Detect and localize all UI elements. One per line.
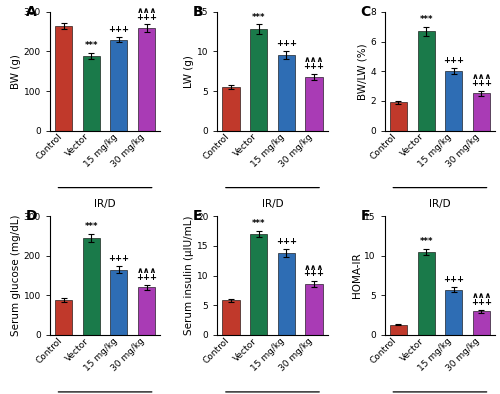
Text: +++: +++ xyxy=(108,25,130,34)
Text: ∧∧∧: ∧∧∧ xyxy=(472,72,492,81)
Text: ∧∧∧: ∧∧∧ xyxy=(136,266,156,275)
Bar xyxy=(306,284,322,335)
Bar xyxy=(278,56,295,130)
Text: F: F xyxy=(360,209,370,223)
Text: +++: +++ xyxy=(304,269,324,279)
Text: +++: +++ xyxy=(136,13,157,22)
Text: ∧∧∧: ∧∧∧ xyxy=(136,6,156,15)
Text: ∧∧∧: ∧∧∧ xyxy=(304,263,324,272)
Text: B: B xyxy=(193,5,204,19)
Bar xyxy=(222,301,240,335)
Bar xyxy=(138,287,155,335)
Text: +++: +++ xyxy=(444,275,464,284)
Bar xyxy=(473,93,490,130)
Y-axis label: LW (g): LW (g) xyxy=(184,55,194,87)
Bar xyxy=(110,269,128,335)
Bar xyxy=(390,102,407,130)
Text: IR/D: IR/D xyxy=(262,199,283,210)
Text: ***: *** xyxy=(420,237,433,245)
Bar xyxy=(55,300,72,335)
Text: ***: *** xyxy=(84,41,98,50)
Text: E: E xyxy=(193,209,202,223)
Text: ***: *** xyxy=(420,15,433,24)
Text: ***: *** xyxy=(84,222,98,231)
Text: +++: +++ xyxy=(471,78,492,87)
Bar xyxy=(55,26,72,130)
Text: C: C xyxy=(360,5,371,19)
Bar xyxy=(473,311,490,335)
Text: +++: +++ xyxy=(136,273,157,282)
Text: ***: *** xyxy=(252,219,266,228)
Y-axis label: HOMA-IR: HOMA-IR xyxy=(352,253,362,298)
Text: +++: +++ xyxy=(108,255,130,264)
Bar xyxy=(138,28,155,130)
Text: +++: +++ xyxy=(471,297,492,307)
Text: A: A xyxy=(26,5,36,19)
Y-axis label: BW/LW (%): BW/LW (%) xyxy=(358,43,368,100)
Bar xyxy=(445,290,462,335)
Bar xyxy=(222,87,240,130)
Bar xyxy=(82,56,100,130)
Bar xyxy=(250,29,267,130)
Bar xyxy=(306,77,322,130)
Bar xyxy=(418,31,434,130)
Bar xyxy=(418,252,434,335)
Text: +++: +++ xyxy=(276,39,297,48)
Y-axis label: BW (g): BW (g) xyxy=(11,54,21,89)
Text: ***: *** xyxy=(252,13,266,22)
Bar xyxy=(278,253,295,335)
Text: IR/D: IR/D xyxy=(94,199,116,210)
Bar xyxy=(445,71,462,130)
Text: ∧∧∧: ∧∧∧ xyxy=(472,291,492,300)
Bar xyxy=(110,39,128,130)
Text: IR/D: IR/D xyxy=(429,199,450,210)
Text: +++: +++ xyxy=(444,56,464,65)
Y-axis label: Serum insulin (μIU/mL): Serum insulin (μIU/mL) xyxy=(184,216,194,335)
Text: +++: +++ xyxy=(304,61,324,71)
Text: D: D xyxy=(26,209,38,223)
Y-axis label: Serum glucose (mg/dL): Serum glucose (mg/dL) xyxy=(11,215,21,336)
Bar xyxy=(250,234,267,335)
Bar xyxy=(82,238,100,335)
Text: +++: +++ xyxy=(276,237,297,246)
Text: ∧∧∧: ∧∧∧ xyxy=(304,55,324,64)
Bar xyxy=(390,325,407,335)
